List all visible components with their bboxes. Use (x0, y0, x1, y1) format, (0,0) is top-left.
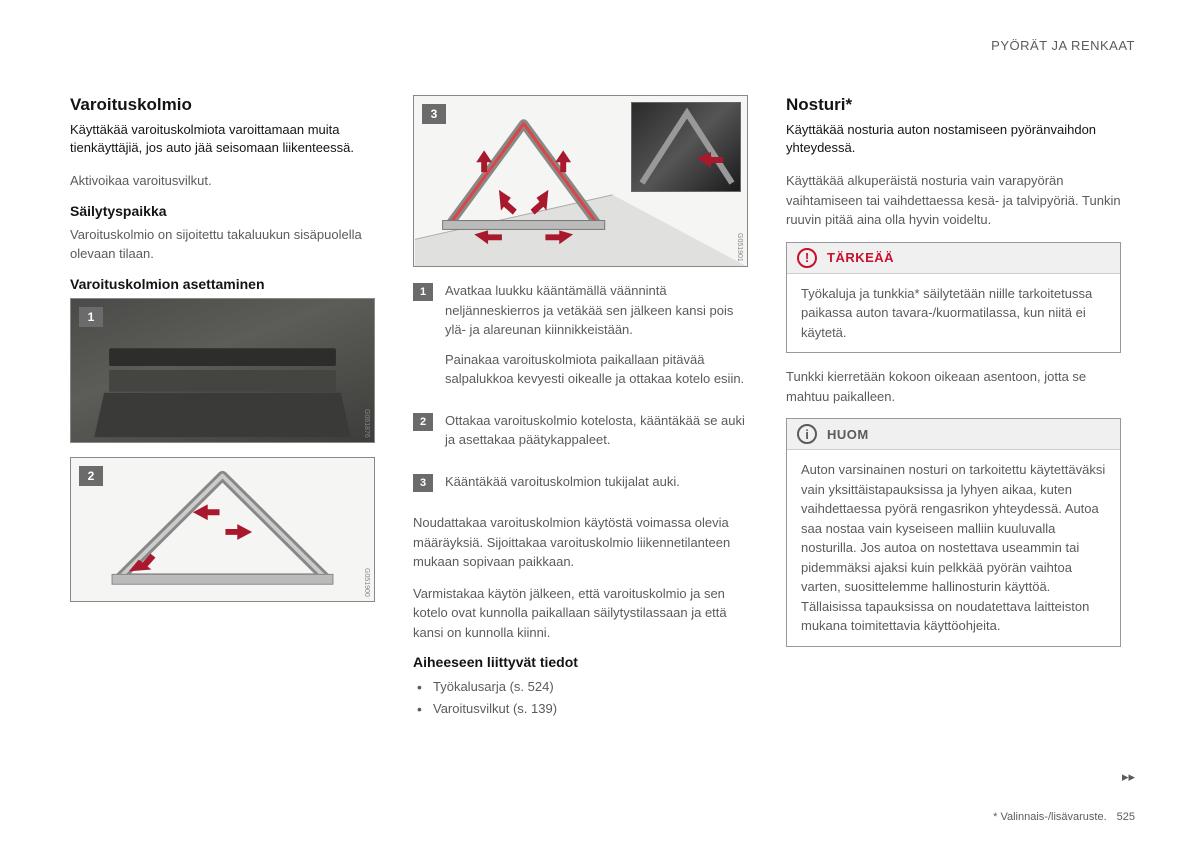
callout-note: i HUOM Auton varsinainen nosturi on tark… (786, 418, 1121, 647)
step: 2 Ottakaa varoituskolmio kotelosta, kään… (413, 411, 748, 460)
related-heading: Aiheeseen liittyvät tiedot (413, 654, 748, 670)
page-number: 525 (1117, 811, 1135, 823)
related-item: Työkalusarja (s. 524) (413, 676, 748, 698)
step: 1 Avatkaa luukku kääntämällä väännintä n… (413, 281, 748, 399)
paragraph: Avatkaa luukku kääntämällä väännintä nel… (445, 281, 748, 340)
column-2: 3 G051901 (413, 95, 748, 720)
subheading-setup: Varoituskolmion asettaminen (70, 276, 375, 292)
figure-2: 2 G051900 (70, 457, 375, 602)
step-number: 1 (413, 283, 433, 301)
lead-text: Käyttäkää varoituskolmiota varoittamaan … (70, 121, 375, 157)
paragraph: Kääntäkää varoituskolmion tukijalat auki… (445, 472, 680, 492)
callout-title: TÄRKEÄÄ (827, 250, 894, 265)
footnote: * Valinnais-/lisävaruste. (993, 811, 1107, 823)
figure-inset (631, 102, 741, 192)
section-header: PYÖRÄT JA RENKAAT (991, 38, 1135, 53)
step-text: Kääntäkää varoituskolmion tukijalat auki… (445, 472, 680, 502)
figure-1: 1 G061876 (70, 298, 375, 443)
page-content: Varoituskolmio Käyttäkää varoituskolmiot… (0, 0, 1200, 720)
callout-header: i HUOM (787, 419, 1120, 450)
figure-3: 3 G051901 (413, 95, 748, 267)
callout-title: HUOM (827, 427, 869, 442)
paragraph: Tunkki kierretään kokoon oikeaan asentoo… (786, 367, 1121, 406)
page-footer: * Valinnais-/lisävaruste. 525 (993, 811, 1135, 823)
column-1: Varoituskolmio Käyttäkää varoituskolmiot… (70, 95, 375, 720)
paragraph: Varoituskolmio on sijoitettu takaluukun … (70, 225, 375, 264)
step-number: 2 (413, 413, 433, 431)
related-list: Työkalusarja (s. 524) Varoitusvilkut (s.… (413, 676, 748, 720)
callout-important: ! TÄRKEÄÄ Työkaluja ja tunkkia* säilytet… (786, 242, 1121, 354)
callout-body: Työkaluja ja tunkkia* säilytetään niille… (787, 274, 1120, 353)
paragraph: Painakaa varoituskolmiota paikallaan pit… (445, 350, 748, 389)
lead-text: Käyttäkää nosturia auton nostamiseen pyö… (786, 121, 1121, 157)
image-code: G051900 (363, 568, 370, 597)
continue-indicator: ▸▸ (1122, 769, 1135, 785)
paragraph: Käyttäkää alkuperäistä nosturia vain var… (786, 171, 1121, 230)
heading-nosturi: Nosturi* (786, 95, 1121, 115)
callout-body: Auton varsinainen nosturi on tarkoitettu… (787, 450, 1120, 646)
paragraph: Aktivoikaa varoitusvilkut. (70, 171, 375, 191)
info-icon: i (797, 424, 817, 444)
image-code: G051901 (736, 233, 743, 262)
warning-icon: ! (797, 248, 817, 268)
related-item: Varoitusvilkut (s. 139) (413, 698, 748, 720)
step-list: 1 Avatkaa luukku kääntämällä väännintä n… (413, 281, 748, 501)
column-3: Nosturi* Käyttäkää nosturia auton nostam… (786, 95, 1121, 720)
step-text: Ottakaa varoituskolmio kotelosta, kääntä… (445, 411, 748, 460)
subheading-storage: Säilytyspaikka (70, 203, 375, 219)
step-number: 3 (413, 474, 433, 492)
step-text: Avatkaa luukku kääntämällä väännintä nel… (445, 281, 748, 399)
heading-varoituskolmio: Varoituskolmio (70, 95, 375, 115)
paragraph: Ottakaa varoituskolmio kotelosta, kääntä… (445, 411, 748, 450)
step: 3 Kääntäkää varoituskolmion tukijalat au… (413, 472, 748, 502)
image-code: G061876 (363, 409, 370, 438)
paragraph: Varmistakaa käytön jälkeen, että varoitu… (413, 584, 748, 643)
paragraph: Noudattakaa varoituskolmion käytöstä voi… (413, 513, 748, 572)
callout-header: ! TÄRKEÄÄ (787, 243, 1120, 274)
